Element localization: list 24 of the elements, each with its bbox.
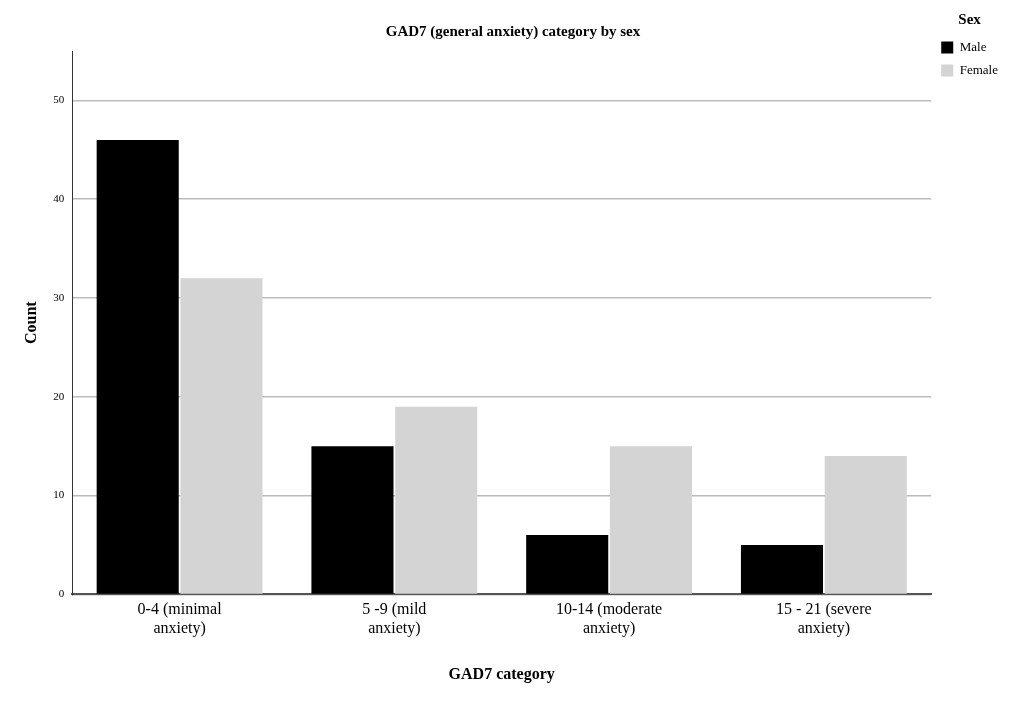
bar bbox=[180, 278, 263, 594]
x-tick-label: 10-14 (moderate anxiety) bbox=[556, 600, 663, 638]
y-axis-title: Count bbox=[21, 300, 39, 345]
bar bbox=[311, 446, 394, 594]
y-tick-label: 0 bbox=[58, 587, 65, 600]
bar bbox=[740, 545, 824, 594]
x-tick-label: 15 - 21 (severe anxiety) bbox=[776, 600, 872, 638]
bar bbox=[609, 446, 693, 594]
y-tick-label: 50 bbox=[53, 93, 65, 106]
x-axis-title: GAD7 category bbox=[448, 664, 555, 683]
y-tick-label: 10 bbox=[53, 488, 65, 501]
y-tick-label: 30 bbox=[53, 290, 65, 303]
legend-label: Male bbox=[959, 38, 987, 54]
bar bbox=[395, 406, 478, 594]
chart-title: GAD7 (general anxiety) category by sex bbox=[385, 22, 641, 40]
legend-label: Female bbox=[959, 61, 999, 77]
x-tick-label: 0-4 (minimal anxiety) bbox=[137, 600, 223, 638]
legend-title: Sex bbox=[958, 11, 982, 28]
bar bbox=[824, 456, 907, 594]
bar bbox=[526, 535, 609, 594]
x-tick-label: 5 -9 (mild anxiety) bbox=[362, 600, 427, 638]
bar bbox=[96, 139, 179, 594]
y-tick-label: 40 bbox=[53, 192, 65, 205]
y-tick-label: 20 bbox=[53, 389, 65, 402]
